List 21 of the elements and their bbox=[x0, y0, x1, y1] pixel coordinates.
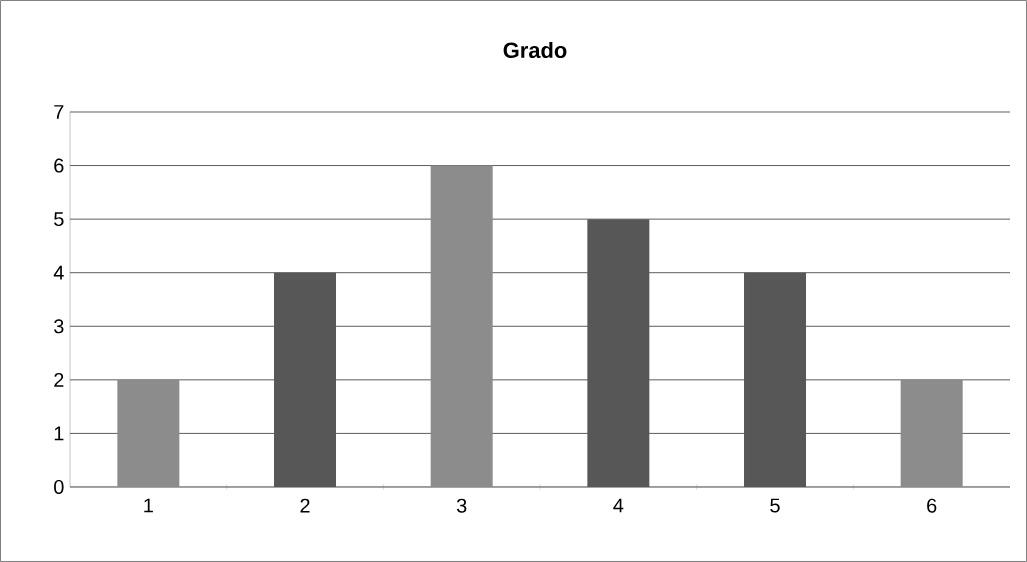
x-tick-label: 1 bbox=[144, 498, 153, 513]
y-tick-label: 6 bbox=[54, 158, 64, 173]
y-tick-label: 1 bbox=[54, 426, 64, 441]
y-tick-label: 5 bbox=[54, 212, 64, 227]
y-tick-label: 3 bbox=[54, 319, 64, 334]
x-tick-label: 6 bbox=[927, 498, 937, 513]
bar bbox=[430, 165, 493, 487]
y-tick-label: 4 bbox=[53, 265, 64, 280]
bar bbox=[744, 272, 807, 487]
bar bbox=[274, 272, 337, 487]
x-tick-label: 4 bbox=[613, 498, 624, 513]
bar bbox=[900, 379, 963, 487]
bar bbox=[117, 379, 180, 487]
bar bbox=[587, 219, 650, 487]
x-tick-label: 5 bbox=[770, 498, 780, 513]
y-tick-label: 2 bbox=[54, 372, 64, 387]
chart-title: Grado bbox=[503, 41, 567, 59]
y-tick-label: 0 bbox=[54, 479, 64, 495]
x-tick-label: 2 bbox=[300, 498, 310, 513]
y-tick-label: 7 bbox=[54, 105, 64, 119]
x-tick-label: 3 bbox=[456, 498, 467, 513]
